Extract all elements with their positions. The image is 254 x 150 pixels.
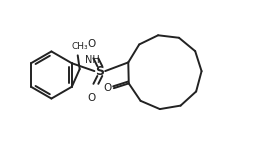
Text: NH: NH xyxy=(85,55,99,65)
Text: O: O xyxy=(87,39,96,50)
Text: S: S xyxy=(95,64,104,78)
Text: O: O xyxy=(103,83,112,93)
Text: O: O xyxy=(87,93,96,103)
Text: CH₃: CH₃ xyxy=(71,42,88,51)
